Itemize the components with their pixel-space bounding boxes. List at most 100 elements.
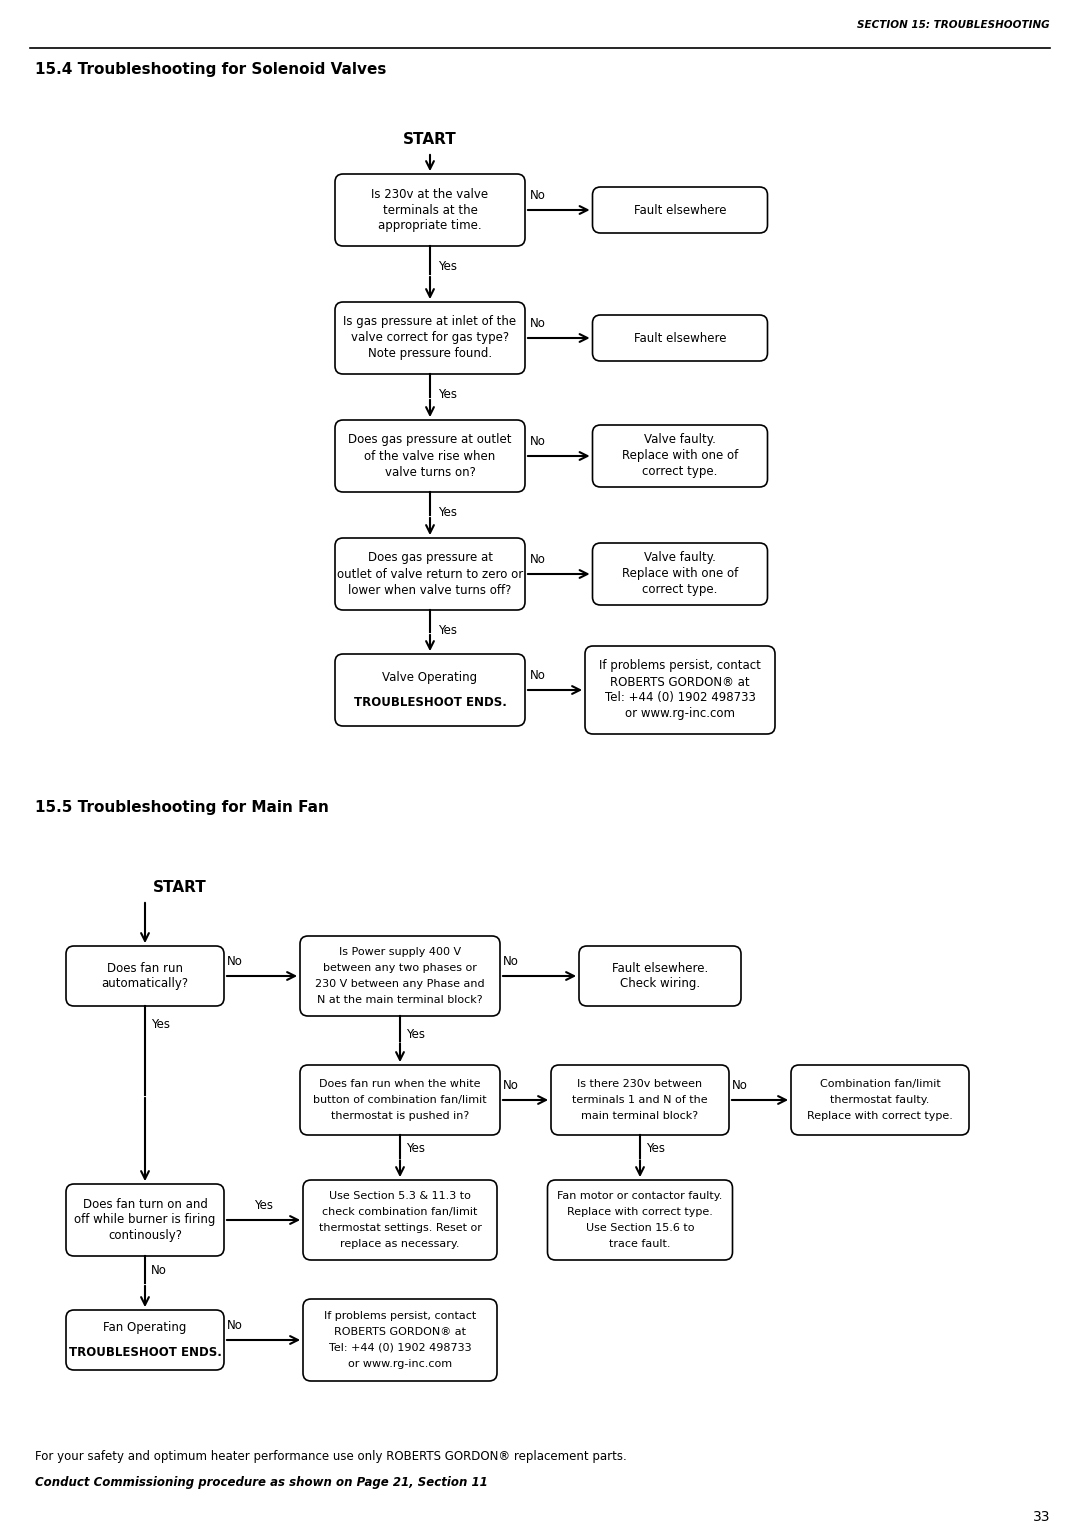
FancyBboxPatch shape (335, 654, 525, 725)
Text: continously?: continously? (108, 1229, 183, 1243)
FancyBboxPatch shape (300, 936, 500, 1015)
Text: replace as necessary.: replace as necessary. (340, 1238, 460, 1249)
Text: Valve faulty.: Valve faulty. (644, 551, 716, 565)
Text: For your safety and optimum heater performance use only ROBERTS GORDON® replacem: For your safety and optimum heater perfo… (35, 1451, 626, 1463)
Text: Yes: Yes (406, 1142, 426, 1156)
Text: Is Power supply 400 V: Is Power supply 400 V (339, 947, 461, 957)
Text: Yes: Yes (151, 1017, 170, 1031)
Text: No: No (530, 669, 545, 683)
Text: check combination fan/limit: check combination fan/limit (322, 1206, 477, 1217)
Text: main terminal block?: main terminal block? (581, 1112, 699, 1121)
Text: ROBERTS GORDON® at: ROBERTS GORDON® at (334, 1327, 465, 1338)
Text: TROUBLESHOOT ENDS.: TROUBLESHOOT ENDS. (68, 1345, 221, 1359)
Text: or www.rg-inc.com: or www.rg-inc.com (625, 707, 735, 721)
Text: Valve Operating: Valve Operating (382, 672, 477, 684)
Text: Tel: +44 (0) 1902 498733: Tel: +44 (0) 1902 498733 (605, 692, 755, 704)
Text: No: No (503, 954, 518, 968)
Text: No: No (503, 1080, 518, 1092)
FancyBboxPatch shape (66, 1183, 224, 1257)
Text: N at the main terminal block?: N at the main terminal block? (318, 996, 483, 1005)
Text: Check wiring.: Check wiring. (620, 977, 700, 991)
Text: terminals 1 and N of the: terminals 1 and N of the (572, 1095, 707, 1106)
Text: No: No (530, 435, 545, 447)
Text: No: No (227, 954, 243, 968)
FancyBboxPatch shape (303, 1299, 497, 1380)
Text: correct type.: correct type. (643, 466, 718, 478)
Text: Does gas pressure at: Does gas pressure at (367, 551, 492, 565)
Text: Fault elsewhere.: Fault elsewhere. (612, 962, 708, 974)
Text: Replace with one of: Replace with one of (622, 568, 738, 580)
Text: Yes: Yes (438, 260, 457, 272)
Text: Use Section 15.6 to: Use Section 15.6 to (585, 1223, 694, 1232)
Text: 15.4 Troubleshooting for Solenoid Valves: 15.4 Troubleshooting for Solenoid Valves (35, 63, 387, 76)
FancyBboxPatch shape (593, 315, 768, 360)
FancyBboxPatch shape (593, 544, 768, 605)
Text: Does fan turn on and: Does fan turn on and (82, 1197, 207, 1211)
FancyBboxPatch shape (579, 947, 741, 1006)
Text: START: START (403, 133, 457, 148)
Text: START: START (153, 881, 207, 895)
Text: valve turns on?: valve turns on? (384, 466, 475, 478)
Text: Replace with correct type.: Replace with correct type. (807, 1112, 953, 1121)
Text: Yes: Yes (438, 623, 457, 637)
Text: Replace with one of: Replace with one of (622, 449, 738, 463)
Text: Replace with correct type.: Replace with correct type. (567, 1206, 713, 1217)
Text: Is there 230v between: Is there 230v between (578, 1080, 703, 1089)
FancyBboxPatch shape (791, 1064, 969, 1135)
FancyBboxPatch shape (300, 1064, 500, 1135)
FancyBboxPatch shape (593, 425, 768, 487)
Text: appropriate time.: appropriate time. (378, 220, 482, 232)
Text: Does fan run when the white: Does fan run when the white (320, 1080, 481, 1089)
Text: No: No (530, 553, 545, 567)
Text: 230 V between any Phase and: 230 V between any Phase and (315, 979, 485, 989)
Text: Yes: Yes (646, 1142, 665, 1156)
FancyBboxPatch shape (303, 1180, 497, 1260)
FancyBboxPatch shape (548, 1180, 732, 1260)
Text: Does gas pressure at outlet: Does gas pressure at outlet (348, 434, 512, 446)
FancyBboxPatch shape (335, 174, 525, 246)
FancyBboxPatch shape (66, 947, 224, 1006)
FancyBboxPatch shape (593, 186, 768, 234)
Text: Does fan run: Does fan run (107, 962, 183, 974)
Text: TROUBLESHOOT ENDS.: TROUBLESHOOT ENDS. (353, 695, 507, 709)
Text: thermostat faulty.: thermostat faulty. (831, 1095, 930, 1106)
FancyBboxPatch shape (335, 538, 525, 609)
Text: Use Section 5.3 & 11.3 to: Use Section 5.3 & 11.3 to (329, 1191, 471, 1202)
Text: Yes: Yes (438, 388, 457, 400)
Text: Is gas pressure at inlet of the: Is gas pressure at inlet of the (343, 316, 516, 328)
Text: ROBERTS GORDON® at: ROBERTS GORDON® at (610, 675, 750, 689)
FancyBboxPatch shape (335, 302, 525, 374)
Text: between any two phases or: between any two phases or (323, 964, 477, 973)
Text: No: No (227, 1319, 243, 1332)
Text: SECTION 15: TROUBLESHOOTING: SECTION 15: TROUBLESHOOTING (858, 20, 1050, 31)
Text: If problems persist, contact: If problems persist, contact (324, 1312, 476, 1321)
Text: 33: 33 (1032, 1510, 1050, 1524)
Text: terminals at the: terminals at the (382, 203, 477, 217)
Text: No: No (530, 318, 545, 330)
Text: button of combination fan/limit: button of combination fan/limit (313, 1095, 487, 1106)
Text: Fault elsewhere: Fault elsewhere (634, 203, 726, 217)
Text: Is 230v at the valve: Is 230v at the valve (372, 188, 488, 200)
Text: lower when valve turns off?: lower when valve turns off? (349, 583, 512, 597)
Text: outlet of valve return to zero or: outlet of valve return to zero or (337, 568, 523, 580)
Text: of the valve rise when: of the valve rise when (364, 449, 496, 463)
Text: Note pressure found.: Note pressure found. (368, 348, 492, 360)
Text: Valve faulty.: Valve faulty. (644, 434, 716, 446)
Text: No: No (530, 189, 545, 202)
Text: Yes: Yes (406, 1028, 426, 1040)
Text: Combination fan/limit: Combination fan/limit (820, 1080, 941, 1089)
Text: Yes: Yes (438, 505, 457, 519)
Text: 15.5 Troubleshooting for Main Fan: 15.5 Troubleshooting for Main Fan (35, 800, 329, 815)
FancyBboxPatch shape (335, 420, 525, 492)
Text: valve correct for gas type?: valve correct for gas type? (351, 331, 509, 345)
Text: thermostat settings. Reset or: thermostat settings. Reset or (319, 1223, 482, 1232)
FancyBboxPatch shape (585, 646, 775, 734)
Text: Fault elsewhere: Fault elsewhere (634, 331, 726, 345)
Text: Conduct Commissioning procedure as shown on Page 21, Section 11: Conduct Commissioning procedure as shown… (35, 1477, 488, 1489)
FancyBboxPatch shape (551, 1064, 729, 1135)
Text: No: No (732, 1080, 747, 1092)
FancyBboxPatch shape (66, 1310, 224, 1370)
Text: or www.rg-inc.com: or www.rg-inc.com (348, 1359, 453, 1370)
Text: Fan Operating: Fan Operating (104, 1321, 187, 1335)
Text: automatically?: automatically? (102, 977, 189, 991)
